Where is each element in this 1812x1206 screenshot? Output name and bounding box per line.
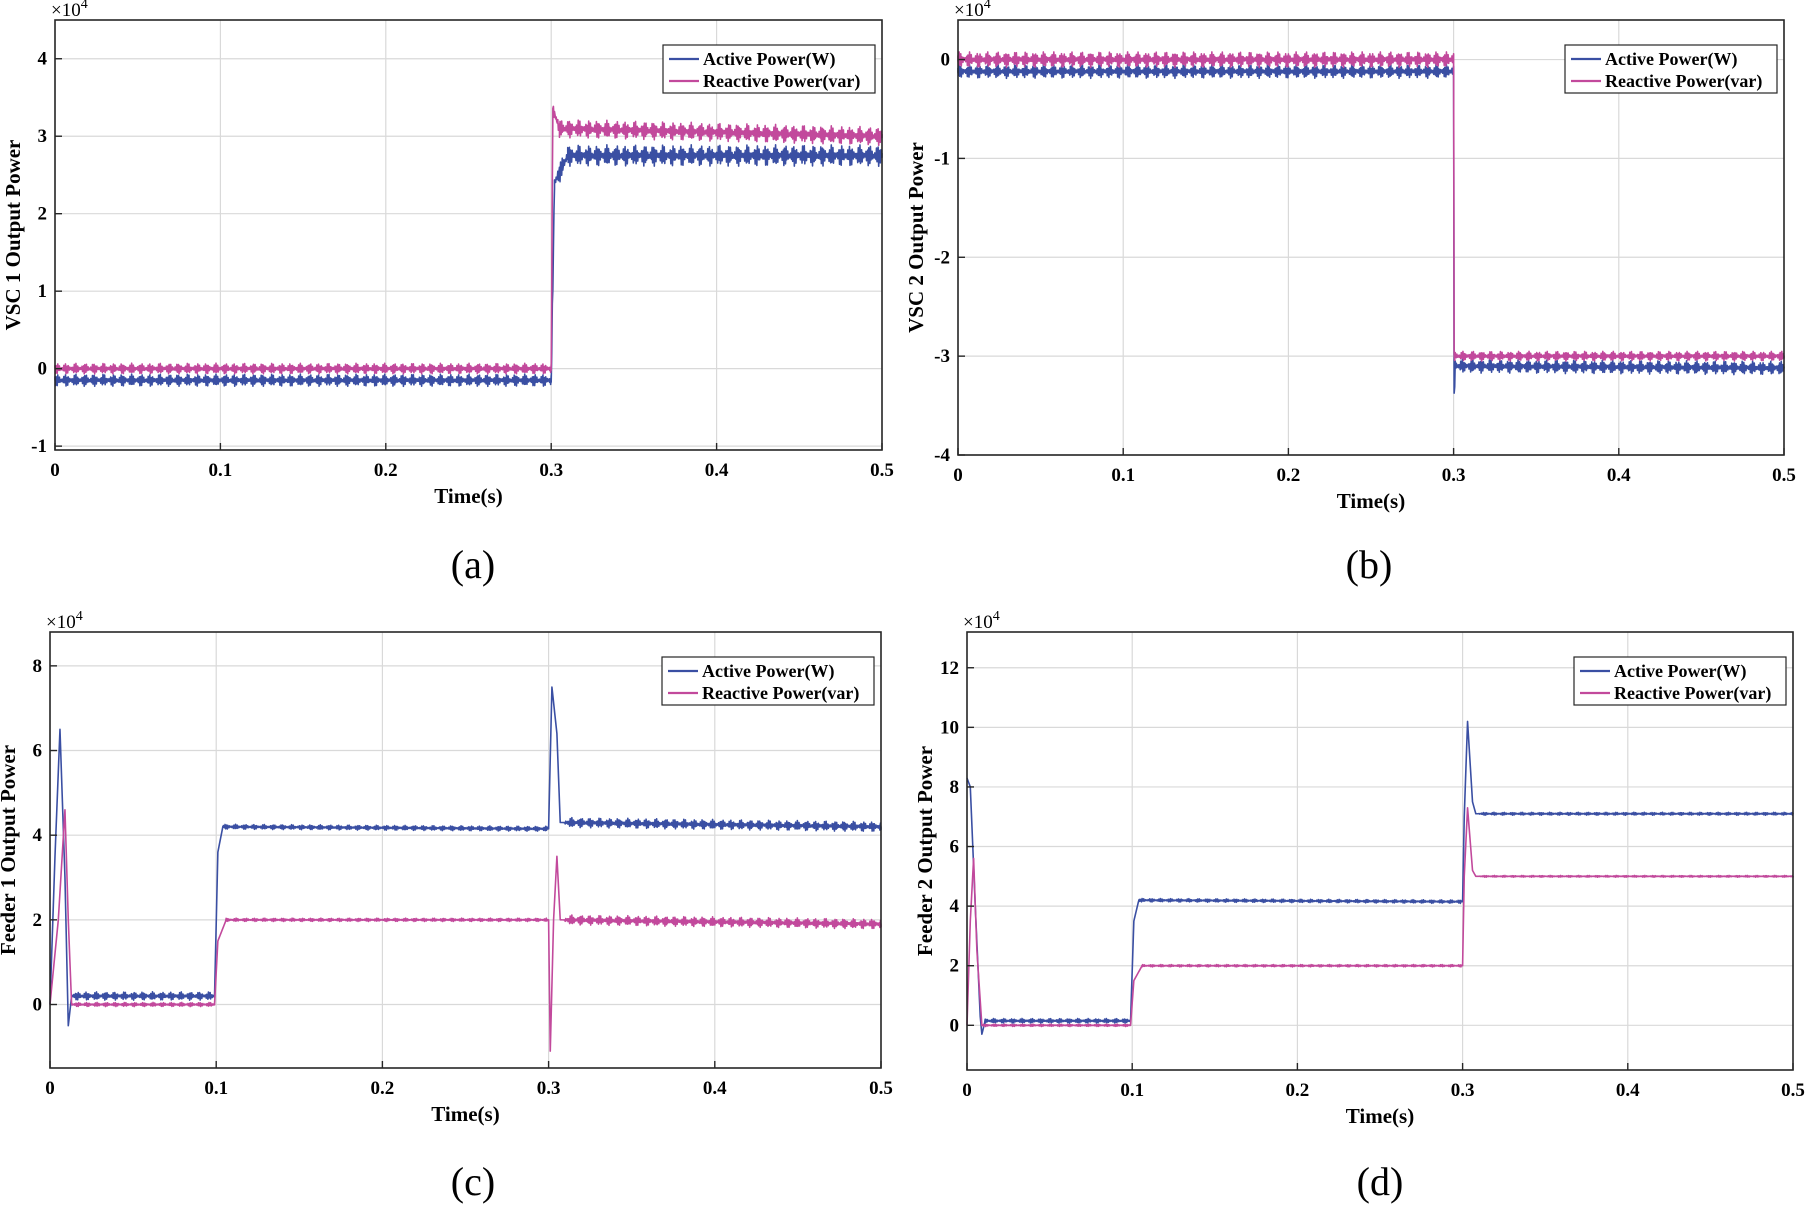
series-active-line [966, 720, 1794, 1036]
legend: Active Power(W)Reactive Power(var) [662, 44, 876, 94]
legend: Active Power(W)Reactive Power(var) [1564, 44, 1778, 94]
x-tick-label: 0 [50, 460, 60, 481]
x-tick-label: 0.2 [374, 460, 398, 481]
x-axis-label: Time(s) [434, 484, 502, 508]
y-tick-label: 0 [941, 50, 951, 71]
y-tick-label: 1 [38, 281, 48, 302]
y-axis-label: Feeder 1 Output Power [0, 745, 20, 955]
y-exponent-label: ×104 [46, 609, 83, 633]
x-tick-label: 0 [45, 1078, 55, 1099]
subplot-d: 0 0.1 0.2 0.3 0.4 0.5 0 2 4 6 8 10 12 ×104 Time(s) Feed… [913, 609, 1805, 1204]
x-tick-label: 0.5 [1772, 465, 1796, 486]
x-tick-label: 0.1 [209, 460, 233, 481]
x-axis-label: Time(s) [1337, 489, 1405, 513]
legend-label-reactive: Reactive Power(var) [702, 683, 859, 704]
legend-label-active: Active Power(W) [1605, 49, 1737, 70]
axes-frame [49, 631, 882, 1069]
subplot-label: (c) [451, 1159, 495, 1204]
x-tick-label: 0.3 [1442, 465, 1466, 486]
series-reactive-line [54, 105, 883, 375]
y-axis-label: VSC 2 Output Power [904, 142, 928, 333]
y-tick-label: 10 [940, 717, 959, 738]
series-active-line [54, 143, 883, 388]
x-tick-label: 0.3 [539, 460, 563, 481]
x-tick-label: 0.1 [1120, 1080, 1144, 1101]
subplot-label: (b) [1346, 542, 1393, 587]
x-axis-label: Time(s) [431, 1102, 499, 1126]
series-reactive-line [49, 808, 882, 1052]
x-tick-label: 0.4 [703, 1078, 727, 1099]
x-tick-label: 0 [962, 1080, 972, 1101]
legend-box [662, 44, 876, 94]
y-tick-label: 0 [38, 359, 48, 380]
y-tick-label: 2 [38, 204, 48, 225]
y-tick-label: 2 [33, 910, 43, 931]
legend-box [1573, 656, 1787, 706]
x-tick-label: 0.3 [537, 1078, 561, 1099]
legend-label-active: Active Power(W) [703, 49, 835, 70]
legend-box [661, 656, 875, 706]
y-tick-label: 4 [38, 49, 48, 70]
subplot-c: 0 0.1 0.2 0.3 0.4 0.5 0 2 4 6 8 ×104 Time(s) Feeder 1… [0, 609, 893, 1204]
x-tick-label: 0.4 [705, 460, 729, 481]
x-tick-label: 0.5 [870, 460, 894, 481]
subplot-b: 0 0.1 0.2 0.3 0.4 0.5 -4 -3 -2 -1 0 ×104 Time(s) VSC … [904, 0, 1796, 587]
axes-frame [957, 19, 1785, 456]
y-tick-label: 2 [950, 956, 960, 977]
y-tick-label: 4 [33, 825, 43, 846]
legend-label-active: Active Power(W) [1614, 661, 1746, 682]
legend-label-reactive: Reactive Power(var) [1614, 683, 1771, 704]
legend: Active Power(W)Reactive Power(var) [1573, 656, 1787, 706]
x-tick-label: 0.1 [1111, 465, 1135, 486]
x-tick-label: 0.3 [1451, 1080, 1475, 1101]
y-axis-label: VSC 1 Output Power [1, 140, 25, 331]
x-tick-label: 0.1 [204, 1078, 228, 1099]
y-tick-label: 8 [33, 656, 43, 677]
x-tick-label: 0.5 [1781, 1080, 1805, 1101]
x-tick-label: 0.4 [1607, 465, 1631, 486]
x-tick-label: 0.5 [869, 1078, 893, 1099]
subplot-label: (d) [1357, 1159, 1404, 1204]
y-tick-label: 4 [950, 896, 960, 917]
y-tick-label: 6 [950, 837, 960, 858]
series-reactive-line [966, 807, 1794, 1028]
y-tick-label: 0 [33, 995, 43, 1016]
y-tick-label: -1 [934, 148, 950, 169]
axes-frame [54, 19, 883, 451]
y-exponent-label: ×104 [51, 0, 88, 21]
x-tick-label: 0 [953, 465, 963, 486]
x-tick-label: 0.2 [1286, 1080, 1310, 1101]
y-tick-label: -1 [31, 436, 47, 457]
y-tick-label: 8 [950, 777, 960, 798]
x-tick-label: 0.2 [1277, 465, 1301, 486]
x-tick-label: 0.4 [1616, 1080, 1640, 1101]
axes-frame [966, 631, 1794, 1071]
y-tick-label: 3 [38, 126, 48, 147]
y-tick-label: -3 [934, 346, 950, 367]
y-tick-label: 12 [940, 658, 959, 679]
y-axis-label: Feeder 2 Output Power [913, 746, 937, 956]
legend: Active Power(W)Reactive Power(var) [661, 656, 875, 706]
legend-label-reactive: Reactive Power(var) [703, 71, 860, 92]
y-exponent-label: ×104 [963, 609, 1000, 633]
y-tick-label: 6 [33, 741, 43, 762]
x-tick-label: 0.2 [371, 1078, 395, 1099]
x-axis-label: Time(s) [1346, 1104, 1414, 1128]
y-tick-label: -2 [934, 247, 950, 268]
series-active-line [49, 686, 882, 1027]
legend-label-active: Active Power(W) [702, 661, 834, 682]
series-active-line [957, 63, 1785, 394]
series-reactive-line [957, 51, 1785, 362]
y-exponent-label: ×104 [954, 0, 991, 21]
y-tick-label: 0 [950, 1015, 960, 1036]
y-tick-label: -4 [934, 445, 950, 466]
legend-box [1564, 44, 1778, 94]
subplot-label: (a) [451, 542, 495, 587]
legend-label-reactive: Reactive Power(var) [1605, 71, 1762, 92]
